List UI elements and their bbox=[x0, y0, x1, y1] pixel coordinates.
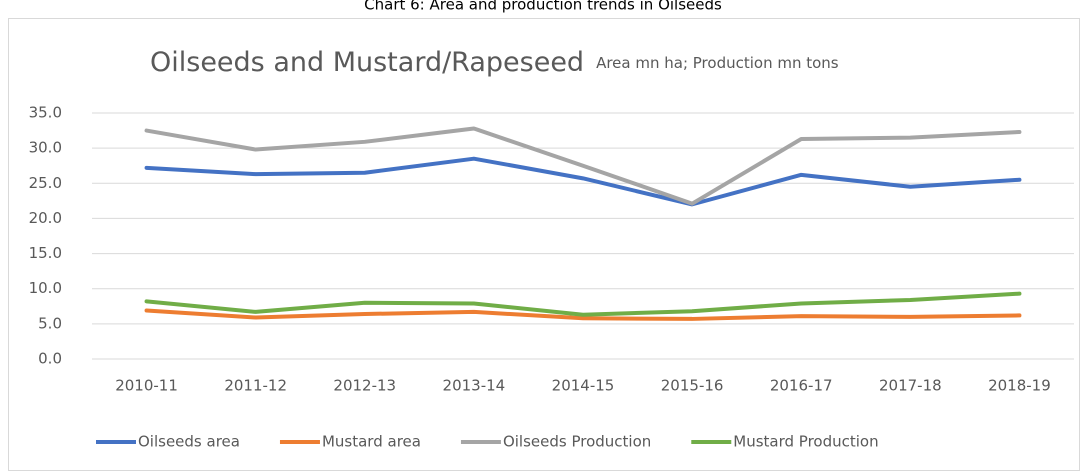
x-tick-label: 2013-14 bbox=[443, 377, 506, 395]
x-tick-label: 2012-13 bbox=[333, 377, 396, 395]
x-tick-label: 2010-11 bbox=[115, 377, 178, 395]
chart-frame bbox=[8, 18, 1080, 471]
caption: Chart 6: Area and production trends in O… bbox=[364, 0, 722, 14]
x-tick-label: 2014-15 bbox=[552, 377, 615, 395]
legend-label: Mustard Production bbox=[733, 433, 878, 451]
series-line bbox=[144, 126, 1022, 206]
legend-label: Mustard area bbox=[322, 433, 421, 451]
subtitle: Area mn ha; Production mn tons bbox=[596, 54, 839, 72]
x-tick-label: 2017-18 bbox=[879, 377, 942, 395]
series-line bbox=[144, 156, 1022, 207]
y-tick-label: 25.0 bbox=[29, 174, 62, 192]
y-tick-label: 5.0 bbox=[38, 314, 62, 332]
x-tick-label: 2015-16 bbox=[661, 377, 724, 395]
legend-label: Oilseeds Production bbox=[503, 433, 651, 451]
y-tick-label: 30.0 bbox=[29, 139, 62, 157]
y-tick-label: 20.0 bbox=[29, 209, 62, 227]
legend-label: Oilseeds area bbox=[138, 433, 240, 451]
x-tick-label: 2016-17 bbox=[770, 377, 833, 395]
y-tick-label: 35.0 bbox=[29, 104, 62, 122]
x-tick-label: 2018-19 bbox=[988, 377, 1051, 395]
y-tick-label: 0.0 bbox=[38, 350, 62, 368]
title: Oilseeds and Mustard/Rapeseed bbox=[150, 47, 584, 78]
y-tick-label: 10.0 bbox=[29, 279, 62, 297]
chart-title: Oilseeds and Mustard/Rapeseed Area mn ha;… bbox=[150, 47, 839, 78]
y-tick-label: 15.0 bbox=[29, 244, 62, 262]
x-tick-label: 2011-12 bbox=[224, 377, 287, 395]
series-line bbox=[144, 308, 1022, 321]
series-line bbox=[144, 291, 1022, 317]
